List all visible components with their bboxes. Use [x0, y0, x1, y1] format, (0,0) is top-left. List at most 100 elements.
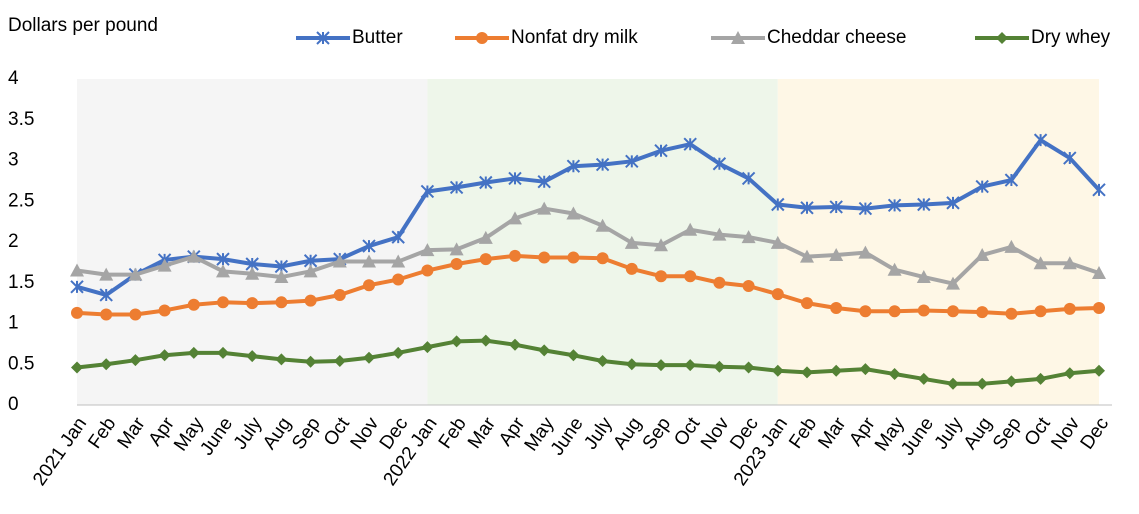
marker	[830, 364, 843, 377]
x-tick-label: Aug	[960, 414, 997, 454]
marker	[1034, 305, 1047, 318]
marker	[537, 201, 552, 215]
legend-item: Nonfat dry milk	[455, 27, 638, 48]
marker	[654, 144, 668, 158]
marker	[216, 252, 230, 266]
marker	[363, 279, 375, 292]
marker	[742, 361, 755, 374]
marker	[1033, 133, 1048, 147]
legend-item: Dry whey	[975, 27, 1111, 48]
x-tick-label: 2021 Jan	[29, 414, 91, 490]
marker	[946, 276, 960, 290]
marker	[976, 306, 989, 319]
marker	[1092, 183, 1106, 197]
marker	[566, 159, 581, 173]
marker	[509, 249, 521, 262]
marker	[712, 157, 727, 171]
marker	[975, 179, 989, 194]
x-tick-label: Aug	[259, 414, 296, 454]
series-line	[76, 206, 1100, 286]
y-tick-label: 1	[8, 313, 19, 334]
marker	[1062, 256, 1077, 270]
marker	[771, 288, 784, 301]
marker	[304, 355, 317, 368]
marker	[538, 251, 551, 264]
marker	[129, 308, 142, 321]
marker	[333, 288, 346, 301]
marker	[246, 350, 259, 363]
x-tick-label: Oct	[1021, 413, 1056, 450]
x-tick-label: Nov	[347, 413, 384, 453]
y-tick-label: 2.5	[8, 190, 34, 211]
x-tick-label: Oct	[320, 413, 355, 450]
legend-marker	[476, 32, 488, 44]
marker	[858, 201, 873, 216]
y-tick-label: 4	[8, 68, 19, 89]
marker	[624, 235, 639, 249]
marker	[71, 306, 83, 319]
legend-label: Nonfat dry milk	[511, 27, 638, 48]
x-tick-label: Feb	[84, 414, 120, 453]
marker	[1093, 364, 1105, 377]
marker	[858, 245, 873, 259]
marker	[421, 264, 434, 277]
x-tick-label: Dec	[1077, 414, 1114, 454]
marker	[509, 338, 521, 351]
marker	[332, 254, 347, 268]
marker	[567, 349, 580, 362]
marker	[274, 270, 289, 284]
x-tick-label: Nov	[1047, 413, 1084, 453]
marker	[887, 198, 902, 213]
marker	[947, 305, 959, 318]
marker	[449, 180, 464, 195]
marker	[333, 354, 346, 367]
x-tick-label: July	[230, 413, 267, 453]
x-tick-label: June	[547, 414, 588, 460]
x-tick-label: Mar	[464, 413, 500, 452]
marker	[479, 253, 492, 266]
legend-item: Cheddar cheese	[711, 27, 906, 48]
marker	[508, 171, 522, 186]
marker	[947, 377, 959, 390]
marker	[70, 280, 84, 294]
marker	[800, 249, 814, 263]
x-tick-label: Nov	[697, 413, 734, 453]
y-tick-label: 3	[8, 150, 19, 171]
marker	[1005, 307, 1018, 320]
marker	[420, 243, 435, 257]
marker	[829, 200, 843, 214]
marker	[538, 344, 551, 357]
x-tick-label: June	[196, 414, 237, 460]
marker	[479, 175, 493, 190]
marker	[537, 174, 551, 189]
legend-label: Cheddar cheese	[767, 27, 906, 48]
marker	[683, 222, 698, 236]
marker	[449, 242, 464, 256]
marker	[713, 276, 726, 289]
marker	[362, 239, 376, 253]
marker	[800, 201, 814, 215]
marker	[450, 335, 463, 348]
marker	[363, 351, 375, 364]
marker	[70, 263, 84, 277]
marker	[625, 358, 638, 371]
marker	[712, 227, 727, 241]
marker	[100, 308, 113, 321]
marker	[625, 154, 639, 169]
marker	[684, 359, 697, 372]
marker	[917, 304, 930, 317]
marker	[916, 270, 931, 284]
marker	[829, 248, 844, 262]
marker	[741, 171, 756, 186]
marker	[479, 334, 492, 347]
marker	[1063, 302, 1076, 315]
marker	[654, 238, 668, 252]
marker	[1004, 239, 1019, 253]
x-tick-label: July	[580, 413, 617, 453]
marker	[596, 354, 609, 367]
x-tick-label: Oct	[670, 413, 705, 450]
marker	[859, 305, 872, 318]
marker	[1005, 375, 1018, 388]
marker	[742, 280, 755, 293]
